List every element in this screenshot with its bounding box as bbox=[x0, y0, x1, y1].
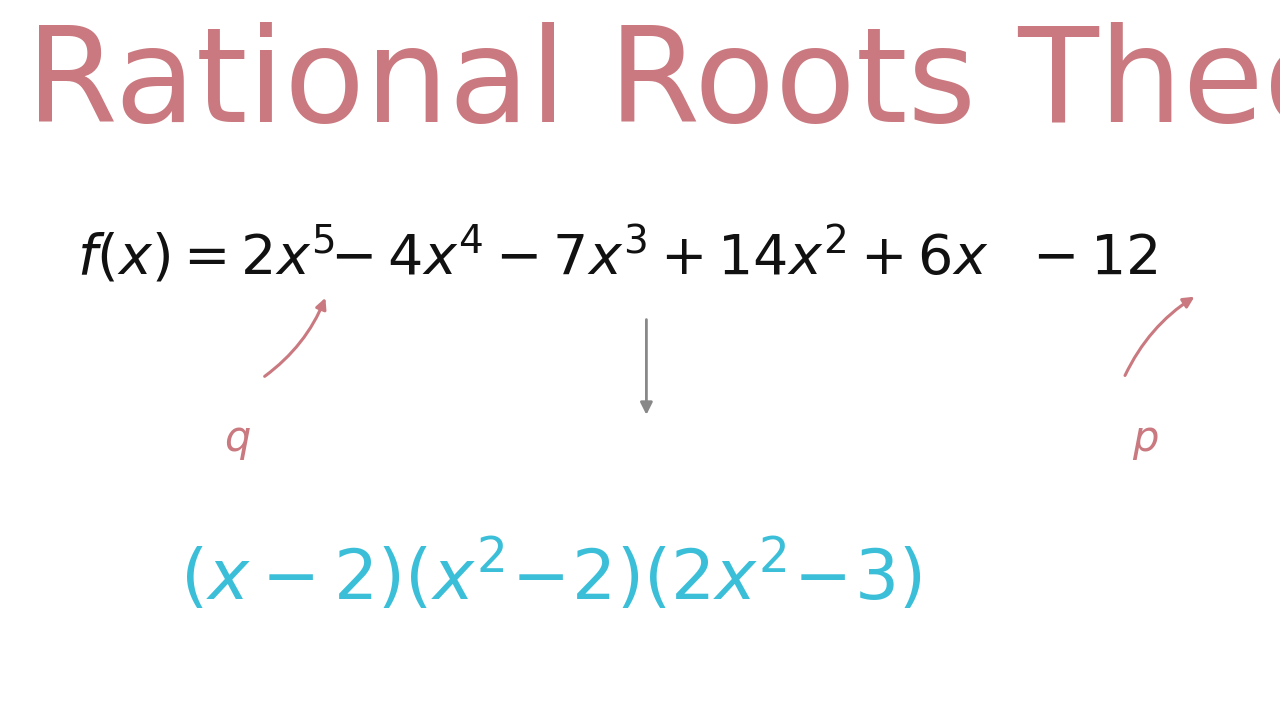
Text: $f(x)= 2x^5\!\!- 4x^4 -7x^3 + 14x^2 + 6x\ \ - 12$: $f(x)= 2x^5\!\!- 4x^4 -7x^3 + 14x^2 + 6x… bbox=[77, 225, 1157, 287]
Text: Rational Roots Theorem: Rational Roots Theorem bbox=[26, 22, 1280, 148]
Text: q: q bbox=[224, 418, 250, 460]
Text: p: p bbox=[1133, 418, 1158, 460]
Text: $(x-2)(x^2\!-\!2)(2x^2\!-\!3)$: $(x-2)(x^2\!-\!2)(2x^2\!-\!3)$ bbox=[179, 538, 922, 614]
